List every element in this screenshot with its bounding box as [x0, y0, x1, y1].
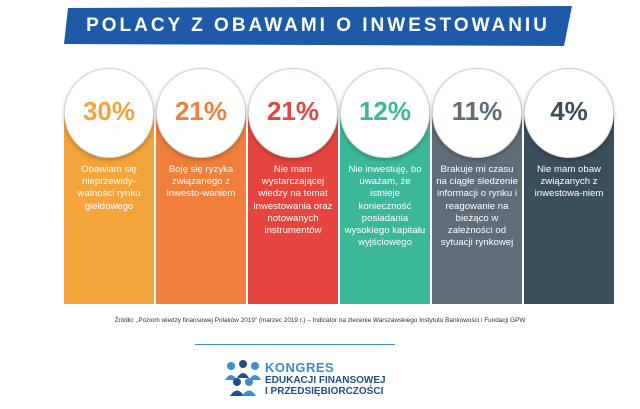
stat-description: Brakuje mi czasu na ciągłe śledzenie inf… [436, 164, 518, 249]
percent-circle: 4% [524, 68, 614, 158]
stat-description: Nie mam wystarczającej wiedzy na temat i… [253, 164, 333, 237]
percent-circle: 11% [432, 68, 522, 158]
percent-value: 11% [451, 96, 503, 126]
stat-column-3: 21% Nie mam wystarczającej wiedzy na tem… [248, 68, 338, 304]
title-banner: POLACY Z OBAWAMI O INWESTOWANIU [64, 6, 572, 46]
page-title: POLACY Z OBAWAMI O INWESTOWANIU [86, 15, 550, 36]
stat-description: Obawiam się nieprzewidy-walności rynku g… [77, 164, 141, 212]
logo-line-3: I PRZEDSIĘBIORCZOŚCI [265, 386, 384, 397]
stat-column-5: 11% Brakuje mi czasu na ciągłe śledzenie… [432, 68, 522, 304]
percent-value: 12% [358, 96, 412, 126]
divider [195, 344, 395, 345]
stat-column-2: 21% Boję się ryzyka związanego z inwesto… [156, 68, 246, 304]
percent-value: 4% [550, 96, 588, 126]
stat-column-6: 4% Nie mam obaw związanych z inwestowa-n… [524, 68, 614, 304]
percent-value: 21% [174, 96, 228, 126]
banner-shape [64, 6, 572, 46]
percent-circle: 30% [64, 68, 154, 158]
stat-description: Nie mam obaw związanych z inwestowa-niem [534, 164, 604, 200]
logo-line-2: EDUKACJI FINANSOWEJ [265, 375, 386, 386]
kongres-logo: KONGRES EDUKACJI FINANSOWEJ I PRZEDSIĘBI… [265, 360, 386, 398]
percent-circle: 21% [156, 68, 246, 158]
percent-circle: 21% [248, 68, 338, 158]
stat-column-1: 30% Obawiam się nieprzewidy-walności ryn… [64, 68, 154, 304]
stat-column-4: 12% Nie inwestuję, bo uważam, że istniej… [340, 68, 430, 304]
percent-circle: 12% [340, 68, 430, 158]
stat-description: Boję się ryzyka związanego z inwesto-wan… [166, 164, 236, 200]
percent-value: 30% [82, 96, 136, 126]
percent-value: 21% [266, 96, 320, 126]
stat-description: Nie inwestuję, bo uważam, że istnieje ko… [344, 164, 426, 249]
people-group-icon [225, 360, 261, 396]
source-note: Źródło: „Poziom wiedzy finansowej Polakó… [114, 317, 526, 324]
logo-line-1: KONGRES [265, 360, 335, 375]
